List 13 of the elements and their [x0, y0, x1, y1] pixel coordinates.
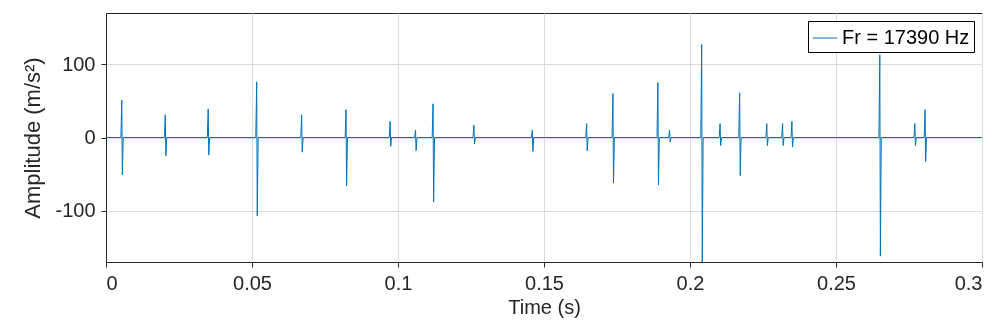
y-tick-label: 100: [62, 52, 96, 75]
x-tick-label: 0.25: [817, 271, 856, 294]
x-tick-label: 0.2: [676, 271, 705, 294]
x-tick-label: 0.05: [233, 271, 272, 294]
legend-label: Fr = 17390 Hz: [842, 26, 970, 48]
y-tick-label: -100: [55, 199, 96, 222]
y-tick-label: 0: [84, 126, 96, 148]
x-tick-label: 0: [106, 271, 118, 294]
y-axis-title: Amplitude (m/s²): [20, 57, 46, 219]
x-tick-label: 0.3: [954, 271, 983, 294]
x-tick-label: 0.1: [384, 271, 413, 294]
x-tick-label: 0.15: [525, 271, 564, 294]
x-axis-title: Time (s): [508, 295, 581, 318]
